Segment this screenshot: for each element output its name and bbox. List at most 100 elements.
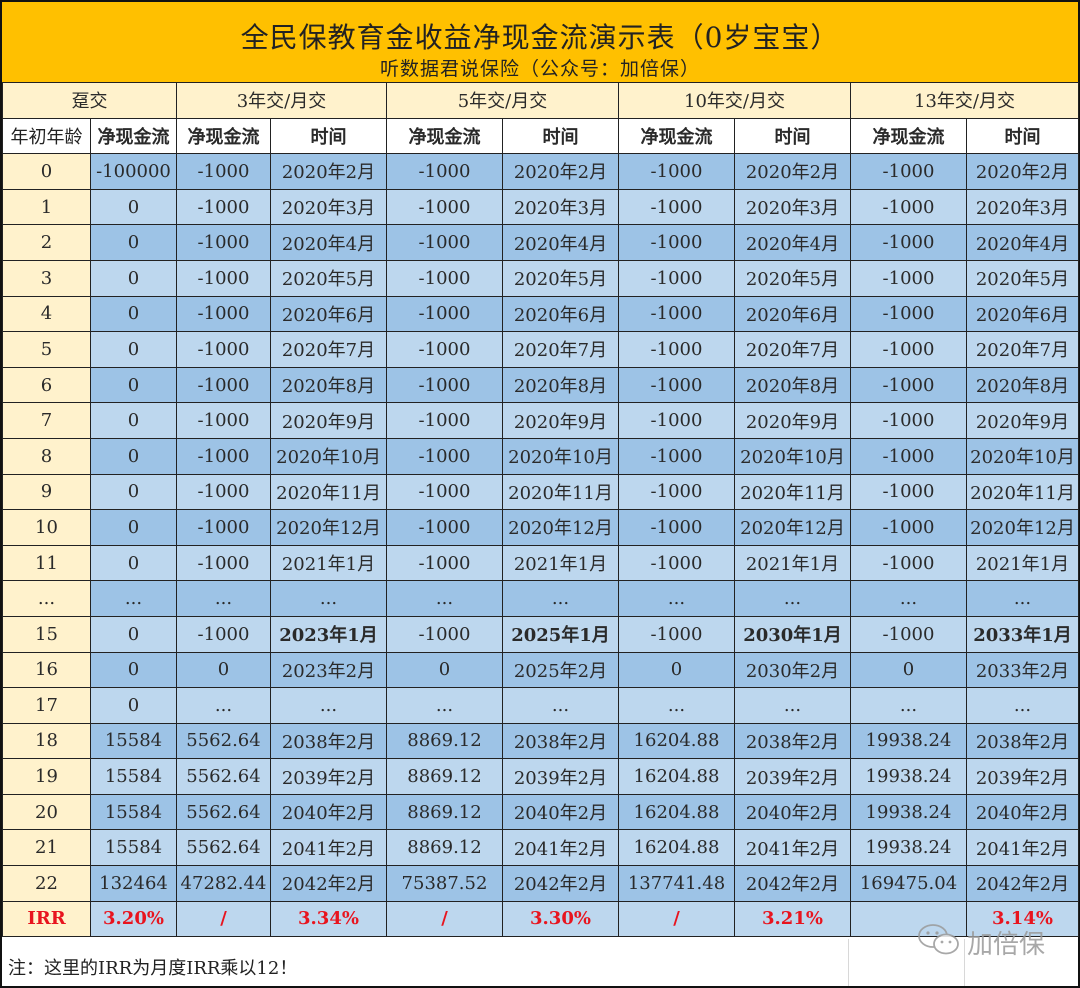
age-cell: 15 bbox=[2, 615, 91, 653]
time-cell: 2020年10月 bbox=[966, 437, 1079, 475]
time-cell: 2020年9月 bbox=[734, 402, 851, 439]
time-cell: 2030年2月 bbox=[734, 651, 851, 689]
table-row: 1 0 -1000 2020年3月 -1000 2020年3月 -1000 2020年3月 -1… bbox=[2, 188, 1079, 226]
time-cell: 2020年8月 bbox=[966, 366, 1079, 404]
time-cell: 2025年2月 bbox=[502, 651, 619, 689]
age-cell: 2 bbox=[2, 224, 91, 261]
age-cell: 11 bbox=[2, 544, 91, 582]
cashflow-cell: ... bbox=[618, 687, 735, 724]
title-band: 全民保教育金收益净现金流演示表（0岁宝宝） 听数据君说保险（公众号：加倍保） bbox=[2, 2, 1078, 83]
cashflow-cell: ... bbox=[850, 580, 967, 617]
time-cell: 2020年11月 bbox=[270, 473, 387, 511]
time-cell: 2020年4月 bbox=[734, 224, 851, 261]
watermark: 加倍保 bbox=[917, 920, 1045, 964]
cashflow-cell: 5562.64 bbox=[176, 722, 271, 760]
irr-lump: 3.20% bbox=[90, 900, 177, 938]
table-row: 17 0........................ bbox=[2, 687, 1079, 724]
cashflow-cell: 137741.48 bbox=[618, 865, 735, 902]
age-cell: 3 bbox=[2, 259, 91, 297]
cashflow-cell: -1000 bbox=[176, 295, 271, 333]
cashflow-cell: 19938.24 bbox=[850, 722, 967, 760]
age-cell: 22 bbox=[2, 865, 91, 902]
group-header-row: 趸交 3年交/月交 5年交/月交 10年交/月交 13年交/月交 bbox=[2, 82, 1079, 119]
time-cell: 2020年4月 bbox=[502, 224, 619, 261]
time-cell: 2042年2月 bbox=[502, 865, 619, 902]
cashflow-cell: 16204.88 bbox=[618, 793, 735, 831]
gridline bbox=[964, 939, 965, 986]
cashflow-cell: 19938.24 bbox=[850, 758, 967, 795]
irr-row: IRR 3.20% / 3.34% / 3.30% / 3.21% 3.14% bbox=[2, 900, 1079, 938]
lump-cashflow-cell: 0 bbox=[90, 224, 177, 261]
time-cell: 2020年5月 bbox=[502, 259, 619, 297]
cashflow-cell: 19938.24 bbox=[850, 793, 967, 831]
wechat-icon bbox=[917, 923, 961, 961]
time-cell: 2041年2月 bbox=[966, 829, 1079, 867]
cashflow-cell: 169475.04 bbox=[850, 865, 967, 902]
cashflow-cell: 5562.64 bbox=[176, 829, 271, 867]
time-cell: 2020年3月 bbox=[734, 188, 851, 226]
age-cell: 1 bbox=[2, 188, 91, 226]
lump-cashflow-cell: 0 bbox=[90, 544, 177, 582]
irr-5y-value: 3.30% bbox=[502, 900, 619, 938]
time-cell: 2020年11月 bbox=[734, 473, 851, 511]
time-cell: 2025年1月 bbox=[502, 615, 619, 653]
time-cell: 2020年3月 bbox=[270, 188, 387, 226]
time-cell: 2021年1月 bbox=[502, 544, 619, 582]
time-cell: 2020年6月 bbox=[734, 295, 851, 333]
col-3y-cashflow-header: 净现金流 bbox=[176, 117, 271, 155]
lump-cashflow-cell: 15584 bbox=[90, 758, 177, 795]
cashflow-cell: ... bbox=[850, 687, 967, 724]
time-cell: 2020年9月 bbox=[270, 402, 387, 439]
cashflow-cell: -1000 bbox=[176, 544, 271, 582]
cashflow-cell: -1000 bbox=[386, 153, 503, 190]
cashflow-cell: 8869.12 bbox=[386, 829, 503, 867]
time-cell: 2020年2月 bbox=[966, 153, 1079, 190]
time-cell: 2039年2月 bbox=[502, 758, 619, 795]
time-cell: 2041年2月 bbox=[734, 829, 851, 867]
time-cell: 2038年2月 bbox=[502, 722, 619, 760]
cashflow-cell: -1000 bbox=[386, 224, 503, 261]
lump-cashflow-cell: 0 bbox=[90, 687, 177, 724]
lump-cashflow-cell: -100000 bbox=[90, 153, 177, 190]
lump-cashflow-cell: 132464 bbox=[90, 865, 177, 902]
time-cell: 2020年10月 bbox=[502, 437, 619, 475]
cashflow-cell: -1000 bbox=[618, 509, 735, 546]
cashflow-cell: -1000 bbox=[386, 437, 503, 475]
time-cell: 2020年7月 bbox=[270, 331, 387, 368]
time-cell: 2020年5月 bbox=[734, 259, 851, 297]
age-cell: 18 bbox=[2, 722, 91, 760]
time-cell: 2020年8月 bbox=[270, 366, 387, 404]
cashflow-cell: 16204.88 bbox=[618, 829, 735, 867]
time-cell: 2023年2月 bbox=[270, 651, 387, 689]
cashflow-cell: 0 bbox=[176, 651, 271, 689]
age-cell: 7 bbox=[2, 402, 91, 439]
table-row: 10 0 -1000 2020年12月 -1000 2020年12月 -1000 2020年1… bbox=[2, 509, 1079, 546]
time-cell: 2042年2月 bbox=[270, 865, 387, 902]
age-cell: 6 bbox=[2, 366, 91, 404]
time-cell: 2020年8月 bbox=[502, 366, 619, 404]
column-header-row: 年初年龄 净现金流 净现金流 时间 净现金流 时间 净现金流 时间 净现金流 时… bbox=[2, 117, 1079, 155]
cashflow-cell: -1000 bbox=[850, 224, 967, 261]
cashflow-cell: -1000 bbox=[618, 259, 735, 297]
col-5y-time-header: 时间 bbox=[502, 117, 619, 155]
time-cell: 2021年1月 bbox=[966, 544, 1079, 582]
cashflow-cell: -1000 bbox=[618, 473, 735, 511]
time-cell: ... bbox=[270, 687, 387, 724]
age-cell: 20 bbox=[2, 793, 91, 831]
cashflow-cell: -1000 bbox=[386, 402, 503, 439]
time-cell: 2033年2月 bbox=[966, 651, 1079, 689]
lump-cashflow-cell: ... bbox=[90, 580, 177, 617]
cashflow-cell: -1000 bbox=[386, 331, 503, 368]
time-cell: ... bbox=[270, 580, 387, 617]
lump-cashflow-cell: 15584 bbox=[90, 793, 177, 831]
time-cell: 2020年7月 bbox=[966, 331, 1079, 368]
footnote: 注：这里的IRR为月度IRR乘以12！ bbox=[8, 958, 298, 979]
table-row: 3 0 -1000 2020年5月 -1000 2020年5月 -1000 2020年5月 -1… bbox=[2, 259, 1079, 297]
irr-label: IRR bbox=[2, 900, 91, 938]
col-10y-cashflow-header: 净现金流 bbox=[618, 117, 735, 155]
time-cell: 2020年4月 bbox=[966, 224, 1079, 261]
page-title: 全民保教育金收益净现金流演示表（0岁宝宝） bbox=[240, 21, 840, 54]
note-area bbox=[2, 939, 1078, 986]
time-cell: 2020年9月 bbox=[502, 402, 619, 439]
